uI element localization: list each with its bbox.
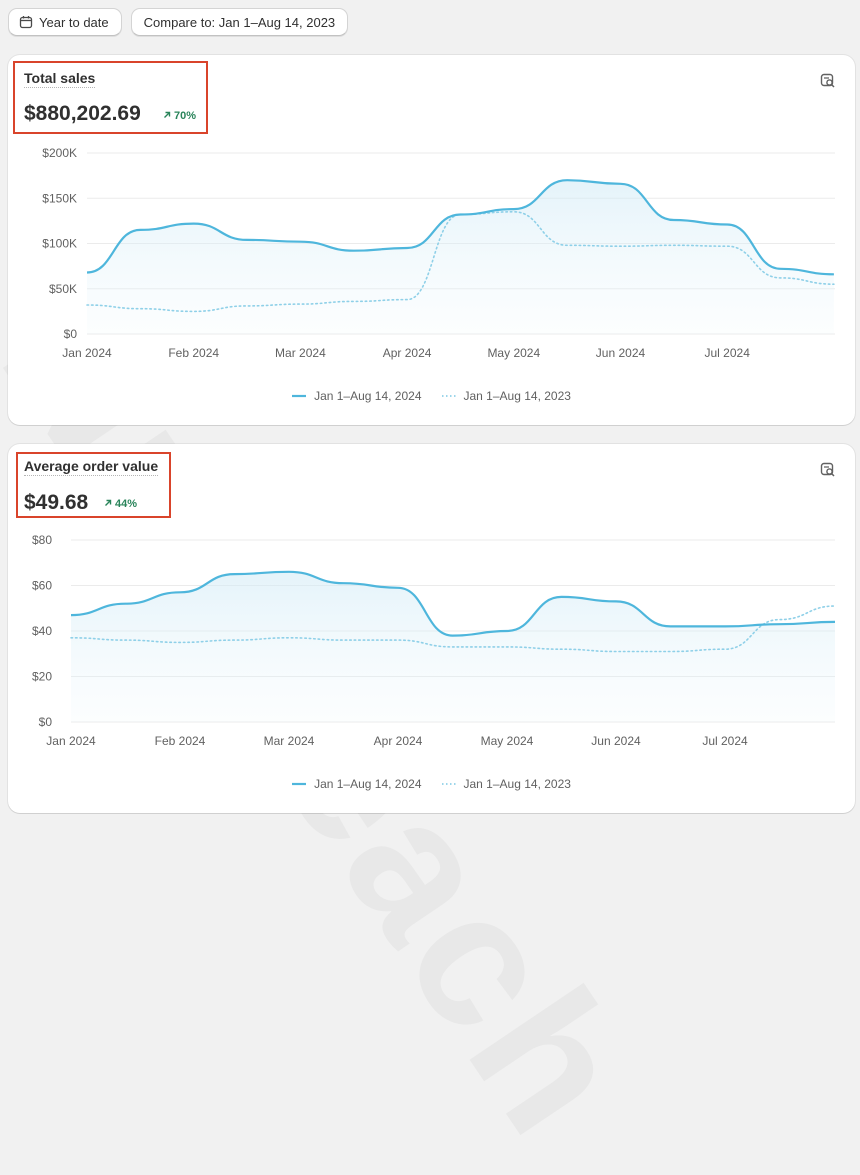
arrow-up-right-icon (163, 110, 171, 122)
y-tick-label: $60 (32, 579, 52, 593)
delta-badge: 44% (104, 498, 137, 510)
x-tick-label: May 2024 (481, 734, 534, 748)
series-line-current (70, 570, 836, 637)
x-tick-label: Jul 2024 (702, 734, 748, 748)
x-tick-label: Feb 2024 (155, 734, 206, 748)
toolbar: Year to date Compare to: Jan 1–Aug 14, 2… (8, 8, 349, 36)
legend-item-previous[interactable]: Jan 1–Aug 14, 2023 (441, 389, 571, 403)
metric-title[interactable]: Average order value (24, 458, 159, 476)
date-range-label: Year to date (39, 14, 109, 30)
delta-badge: 70% (163, 110, 196, 122)
y-tick-label: $200K (42, 146, 77, 160)
metric-title[interactable]: Total sales (24, 70, 96, 88)
y-tick-label: $50K (49, 282, 77, 296)
compare-label: Compare to: Jan 1–Aug 14, 2023 (143, 14, 336, 30)
metric-value: $49.68 (24, 491, 89, 514)
legend-item-current[interactable]: Jan 1–Aug 14, 2024 (292, 777, 422, 791)
highlight-box (13, 61, 208, 134)
date-range-button[interactable]: Year to date (8, 8, 122, 36)
x-tick-label: Jan 2024 (62, 346, 112, 360)
series-area (87, 180, 834, 334)
x-tick-label: Jul 2024 (705, 346, 751, 360)
arrow-up-right-icon (104, 498, 112, 510)
average-order-value-card: Average order value $49.68 44% $0 $20 $40 $… (8, 444, 855, 813)
x-tick-label: Jun 2024 (591, 734, 641, 748)
compare-button[interactable]: Compare to: Jan 1–Aug 14, 2023 (130, 8, 349, 36)
legend-label-previous: Jan 1–Aug 14, 2023 (463, 777, 571, 791)
series-line-previous (70, 605, 836, 653)
x-tick-label: Mar 2024 (275, 346, 326, 360)
x-tick-label: Feb 2024 (168, 346, 219, 360)
chart-legend: Jan 1–Aug 14, 2024 Jan 1–Aug 14, 2023 (8, 777, 855, 791)
x-tick-label: Mar 2024 (264, 734, 315, 748)
total-sales-chart: $0 $50K $100K $150K $200K Jan 2024 Feb 2024 Mar… (42, 146, 835, 360)
average-order-value-chart: $0 $20 $40 $60 $80 Jan 2024 Feb 2024 Mar 2024 Ap… (32, 533, 836, 748)
calendar-icon (19, 15, 33, 29)
y-tick-label: $80 (32, 533, 52, 547)
delta-value: 70% (174, 110, 197, 122)
y-tick-label: $40 (32, 624, 52, 638)
explore-report-icon[interactable] (819, 72, 837, 90)
x-tick-label: Jun 2024 (596, 346, 646, 360)
legend-item-previous[interactable]: Jan 1–Aug 14, 2023 (441, 777, 571, 791)
highlight-box (16, 452, 171, 518)
explore-report-icon[interactable] (819, 461, 837, 479)
legend-label-current: Jan 1–Aug 14, 2024 (314, 389, 422, 403)
delta-value: 44% (115, 498, 138, 510)
legend-label-current: Jan 1–Aug 14, 2024 (314, 777, 422, 791)
x-tick-label: Apr 2024 (383, 346, 432, 360)
chart-legend: Jan 1–Aug 14, 2024 Jan 1–Aug 14, 2023 (8, 389, 855, 403)
y-tick-label: $150K (42, 191, 77, 205)
legend-label-previous: Jan 1–Aug 14, 2023 (463, 389, 571, 403)
legend-item-current[interactable]: Jan 1–Aug 14, 2024 (292, 389, 422, 403)
metric-value: $880,202.69 (24, 102, 141, 125)
x-tick-label: Apr 2024 (374, 734, 423, 748)
y-tick-label: $100K (42, 237, 77, 251)
y-tick-label: $20 (32, 670, 52, 684)
total-sales-card: Total sales $880,202.69 70% $0 $50K $100K $… (8, 55, 855, 425)
x-tick-label: May 2024 (487, 346, 540, 360)
series-line-current (86, 179, 834, 276)
x-tick-label: Jan 2024 (46, 734, 96, 748)
y-tick-label: $0 (39, 715, 53, 729)
y-tick-label: $0 (64, 327, 78, 341)
